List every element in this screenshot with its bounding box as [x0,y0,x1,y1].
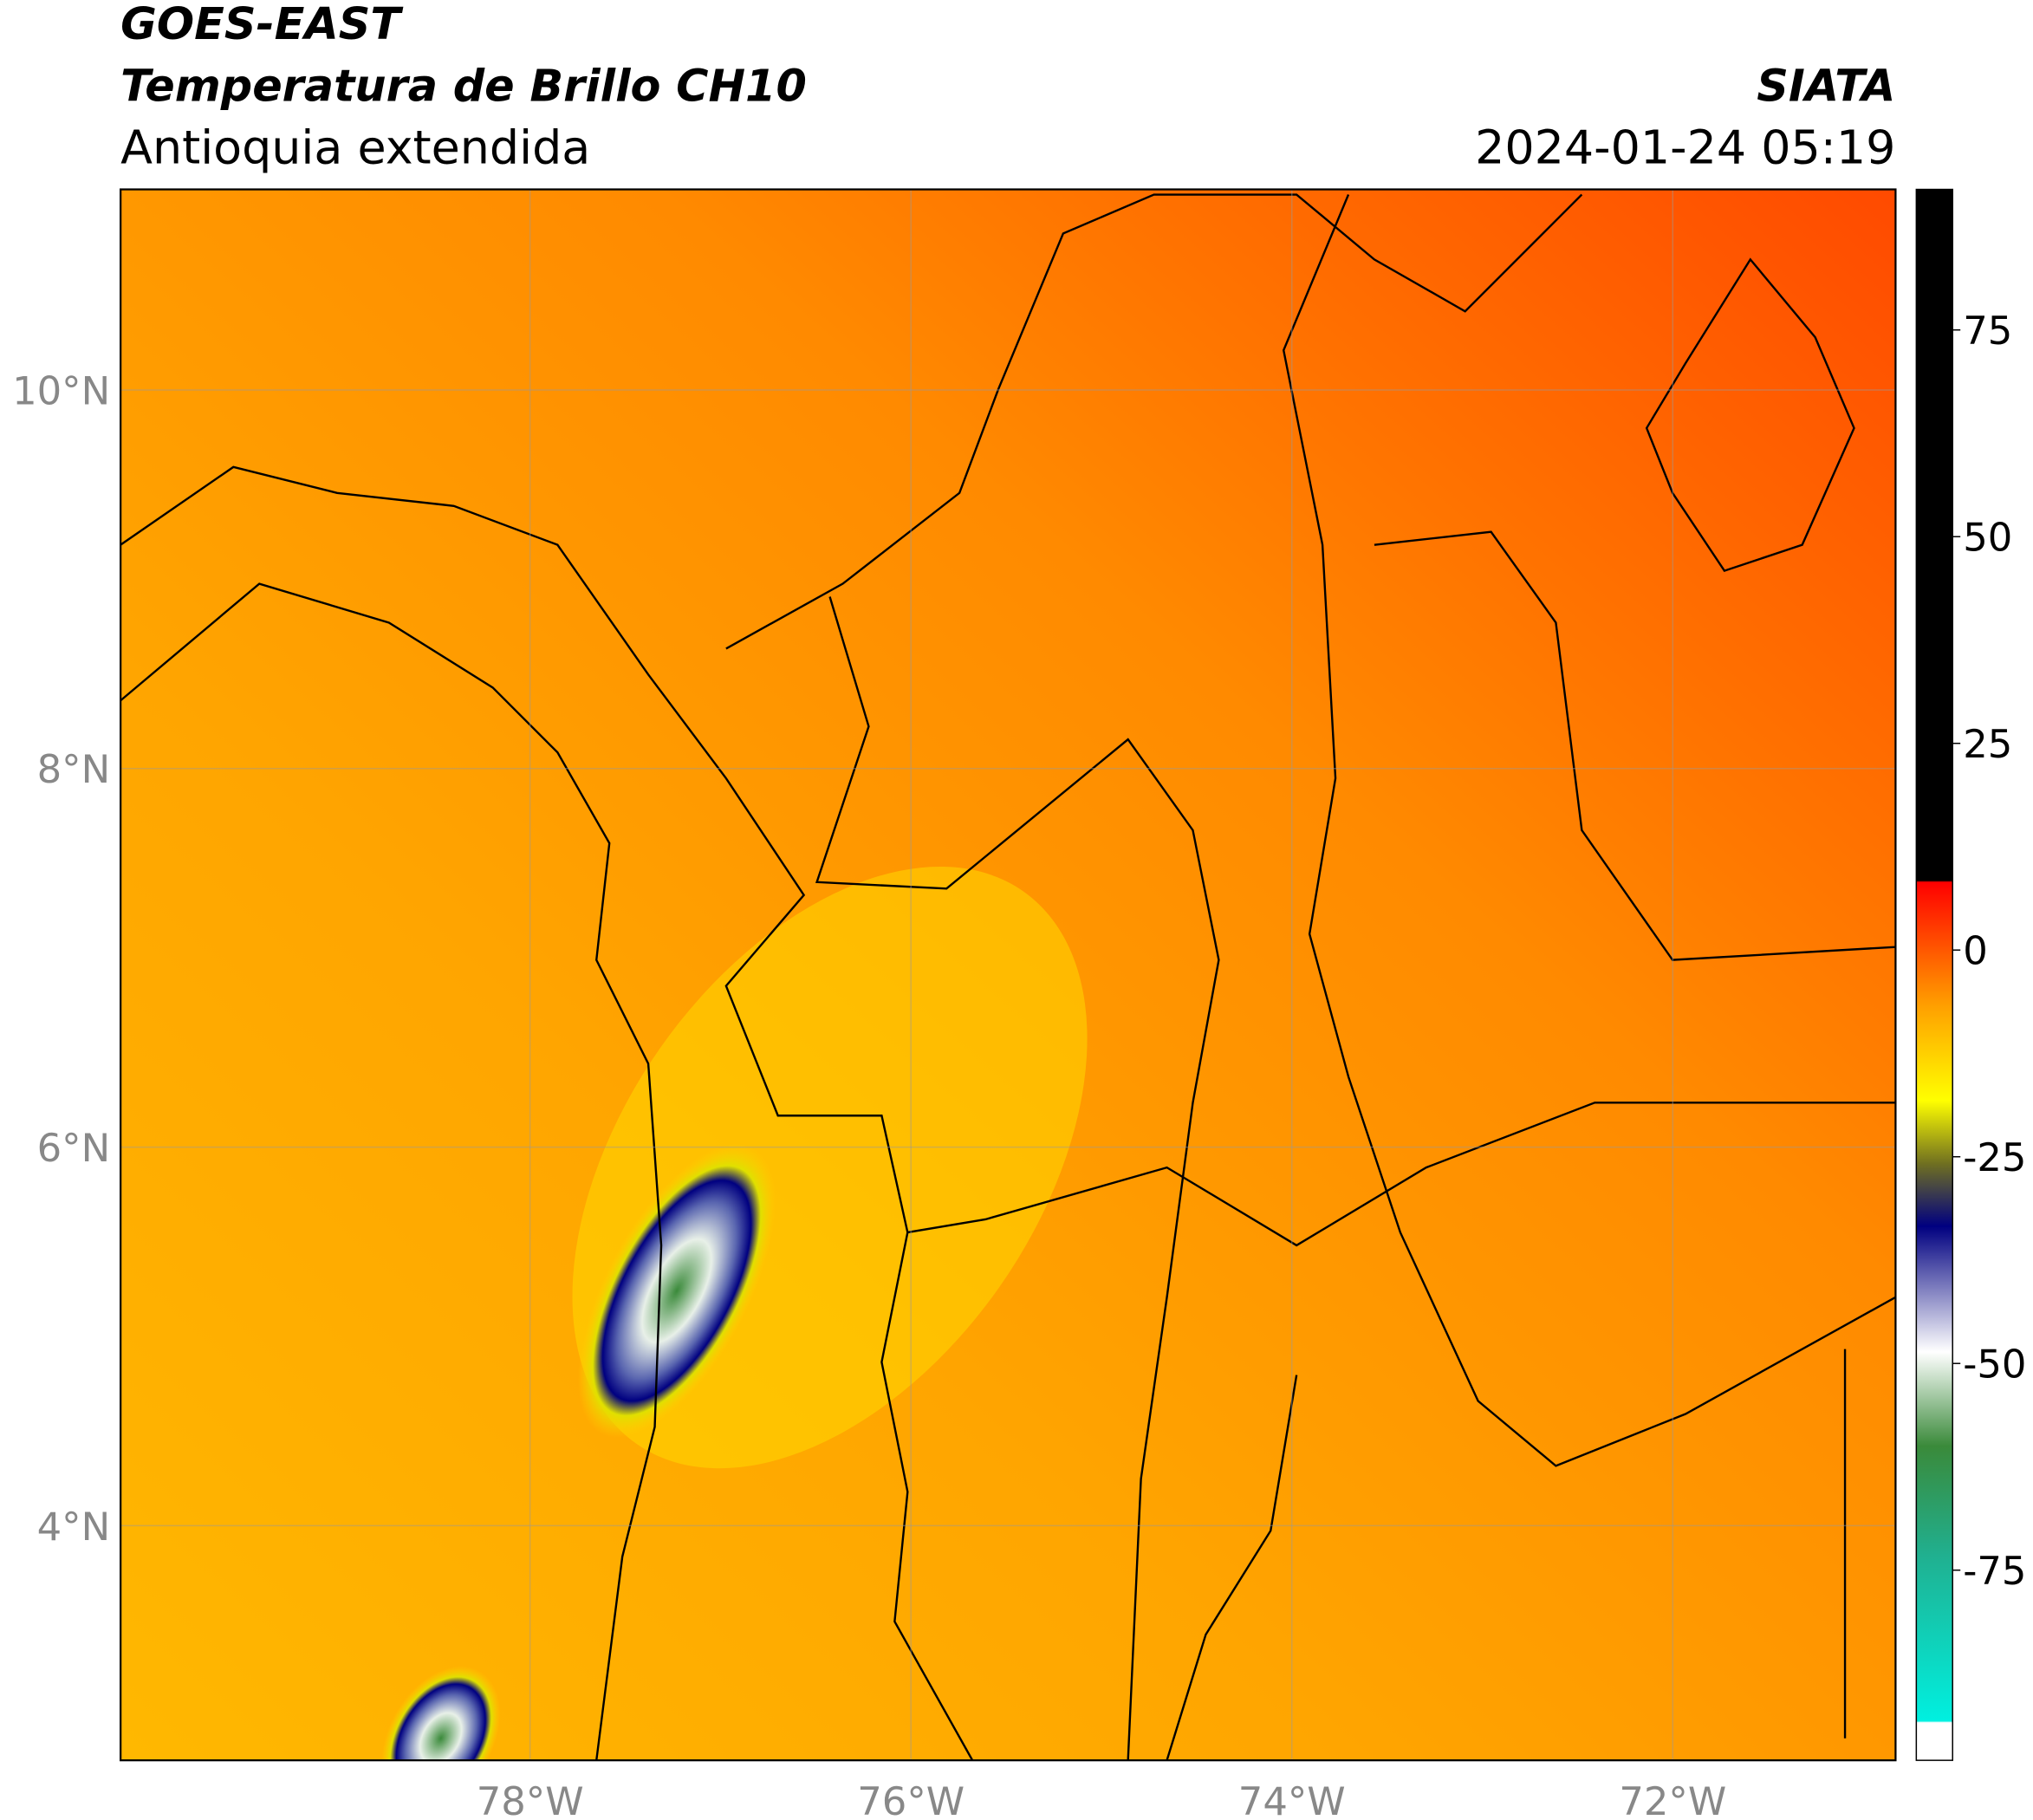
colorbar-tick-label: -50 [1963,1342,2026,1388]
map-image [120,189,1896,1761]
colorbar [1915,188,1953,1761]
region: Antioquia extendida [120,120,590,175]
border [880,1232,974,1761]
lake [1645,257,1855,573]
border [1166,1375,1298,1761]
graticule [120,189,1896,1761]
lat-tick-label: 6°N [37,1125,111,1171]
map-frame [120,188,1897,1762]
convective-cell [381,1666,501,1761]
lon-tick-label: 74°W [1238,1778,1346,1820]
subtitle: Temperatura de Brillo CH10 [120,61,807,112]
border [815,596,1220,1761]
coastline [725,193,1583,650]
lat-tick-label: 8°N [37,746,111,792]
border [1282,194,1896,1467]
border [1374,530,1896,961]
colorbar-tick-label: 75 [1963,308,2012,354]
source: SIATA [1757,61,1895,112]
lon-tick-label: 78°W [477,1778,584,1820]
lon-tick-label: 76°W [857,1778,965,1820]
lat-tick-label: 4°N [37,1504,111,1550]
title: GOES-EAST [120,0,404,49]
timestamp: 2024-01-24 05:19 [1475,120,1895,175]
border [120,465,1896,1247]
colorbar-tick-label: 25 [1963,721,2012,767]
lat-tick-label: 10°N [12,367,110,413]
coastline [120,582,663,1761]
colorbar-tick-label: 0 [1963,928,1988,974]
colorbar-tick-label: -25 [1963,1134,2026,1180]
colorbar-tick-label: -75 [1963,1548,2026,1594]
lon-tick-label: 72°W [1619,1778,1726,1820]
convective-cell [578,1143,776,1438]
colorbar-tick-label: 50 [1963,515,2012,561]
